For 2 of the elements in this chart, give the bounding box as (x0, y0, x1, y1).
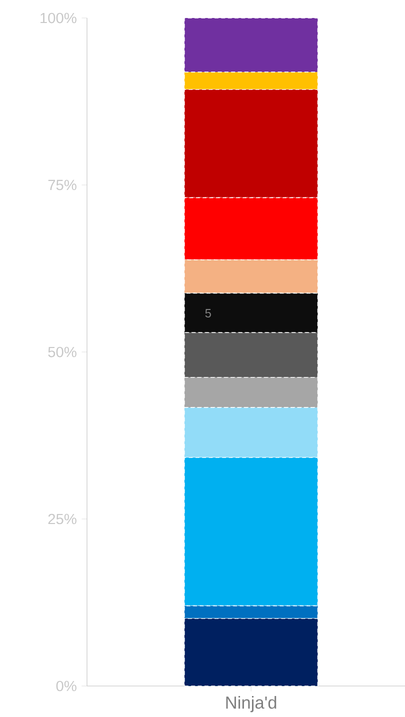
annotation: 5 (205, 309, 211, 318)
x-tick-label: Ninja'd (226, 696, 276, 712)
